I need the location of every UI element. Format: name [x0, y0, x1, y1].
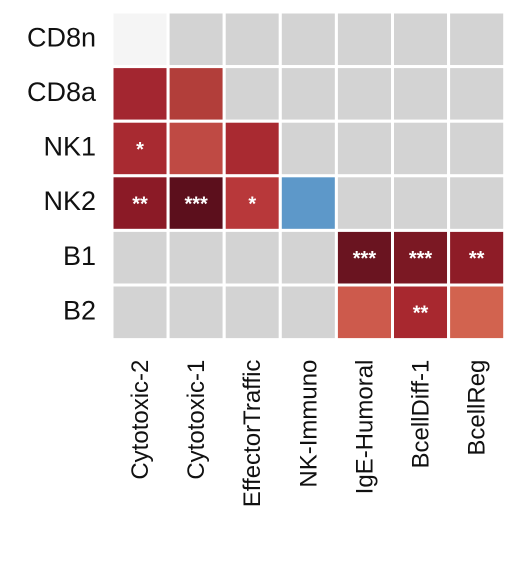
heatmap-cell — [278, 119, 338, 178]
heatmap-cell — [166, 283, 226, 342]
heatmap-cell — [222, 10, 282, 69]
row-label: NK1 — [43, 132, 96, 162]
heatmap-cell — [278, 10, 338, 69]
heatmap-cell — [278, 228, 338, 287]
significance-mark: * — [248, 193, 256, 215]
column-label: NK-Immuno — [295, 360, 322, 488]
heatmap-cell — [222, 65, 282, 123]
column-label: IgE-Humoral — [351, 360, 378, 495]
column-label: BcellReg — [464, 360, 491, 456]
column-labels: Cytotoxic-2 Cytotoxic-1 EffectorTraffic NK-… — [127, 360, 491, 508]
significance-mark: ** — [413, 303, 429, 325]
heatmap-cell — [222, 283, 282, 342]
column-label: EffectorTraffic — [239, 360, 266, 508]
heatmap-cell — [391, 10, 451, 69]
row-label: NK2 — [43, 186, 96, 216]
significance-marks: *** *** **** *** **** — [132, 139, 484, 325]
significance-mark: *** — [353, 248, 377, 270]
significance-mark: * — [136, 139, 144, 161]
row-labels: CD8n CD8a NK1 NK2 B1 B2 — [27, 22, 97, 325]
heatmap-cell — [334, 283, 394, 342]
column-label: Cytotoxic-2 — [127, 360, 154, 480]
heatmap-cell — [334, 174, 394, 232]
heatmap-cell — [278, 283, 338, 342]
heatmap-cell — [110, 119, 170, 178]
significance-mark: *** — [184, 193, 208, 215]
heatmap-cells — [110, 10, 507, 342]
heatmap-cell — [278, 174, 338, 232]
column-label: Cytotoxic-1 — [183, 360, 210, 480]
row-label: B2 — [63, 295, 96, 325]
heatmap-cell — [166, 119, 226, 178]
row-label: CD8a — [27, 77, 97, 107]
heatmap-cell — [334, 65, 394, 123]
heatmap-cell — [447, 174, 507, 232]
heatmap-cell — [110, 10, 170, 69]
significance-mark: ** — [469, 248, 485, 270]
heatmap-cell — [391, 119, 451, 178]
column-label: BcellDiff-1 — [408, 360, 435, 469]
heatmap-cell — [222, 228, 282, 287]
heatmap-cell — [110, 174, 170, 232]
heatmap-cell — [166, 228, 226, 287]
heatmap-cell — [110, 228, 170, 287]
heatmap-cell — [278, 65, 338, 123]
row-label: CD8n — [27, 22, 96, 52]
significance-mark: *** — [409, 248, 433, 270]
heatmap-cell — [447, 119, 507, 178]
heatmap-cell — [166, 174, 226, 232]
heatmap-cell — [334, 119, 394, 178]
heatmap-cell — [166, 65, 226, 123]
heatmap-cell — [391, 65, 451, 123]
heatmap-cell — [447, 283, 507, 342]
heatmap-cell — [222, 119, 282, 178]
heatmap-cell — [447, 10, 507, 69]
heatmap-cell — [110, 65, 170, 123]
heatmap-cell — [391, 174, 451, 232]
heatmap-cell — [391, 283, 451, 342]
row-label: B1 — [63, 241, 96, 271]
heatmap-cell — [110, 283, 170, 342]
heatmap-cell — [334, 10, 394, 69]
heatmap-cell — [166, 10, 226, 69]
heatmap-cell — [447, 65, 507, 123]
significance-mark: ** — [132, 193, 148, 215]
heatmap-cell — [447, 228, 507, 287]
